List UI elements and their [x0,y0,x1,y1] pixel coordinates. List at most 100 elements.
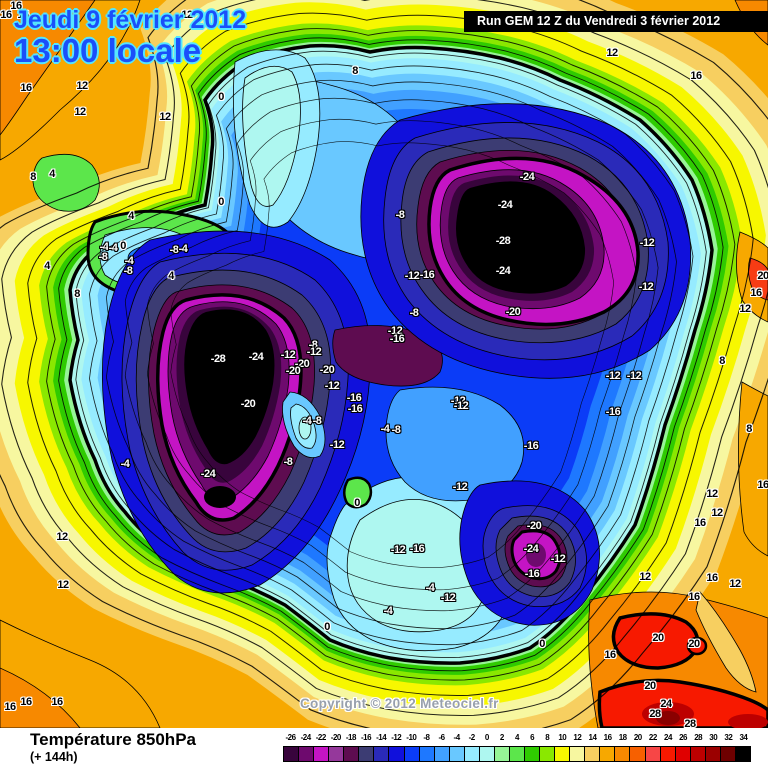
temp-label: 12 [57,579,69,591]
temp-label: -12 [404,270,420,282]
colorbar-cell--6..-4 [434,747,450,761]
colorbar-cell--20..-18 [329,747,345,761]
temp-label: 12 [159,111,171,123]
temp-label: 16 [0,9,12,21]
colorbar-tick: -24 [300,733,312,742]
temp-label: 12 [181,9,193,21]
siberia-cold-core [456,181,586,294]
temp-label: 0 [218,91,224,103]
temp-label: -16 [389,333,405,345]
colorbar-tick: -2 [468,733,476,742]
temp-label: 8 [719,355,725,367]
colorbar-tick: -18 [345,733,357,742]
temp-label: -24 [200,468,216,480]
temp-label: -4 [380,423,390,435]
temp-label: 16 [750,287,762,299]
temp-label: -4 [383,605,393,617]
temp-label: -12 [550,553,566,565]
temp-label: 16 [688,591,700,603]
colorbar-cell-0..2 [479,747,495,761]
temp-label: 0 [120,240,126,252]
colorbar-tick: 22 [648,733,657,742]
colorbar-cell--16..-14 [359,747,375,761]
colorbar-cell-30..32 [705,747,721,761]
colorbar-tick: 14 [588,733,597,742]
temp-label: -8 [395,209,405,221]
temp-label: -16 [419,269,435,281]
colorbar-cell-28..30 [690,747,706,761]
colorbar-tick: 34 [739,733,748,742]
temp-label: 16 [604,649,616,661]
colorbar-cell--24..-22 [299,747,315,761]
colorbar-tick: 0 [484,733,489,742]
temperature-map: -24 -24 -28 -24 -20 -8 -12 -16 -8 -12 -16 -28 -24 -20… [0,0,768,730]
temp-label: 16 [20,696,32,708]
temp-label: -12 [605,370,621,382]
colorbar-cell-14..16 [585,747,601,761]
colorbar-cell--14..-12 [374,747,390,761]
temp-label: -24 [519,171,535,183]
colorbar-cell-8..10 [540,747,556,761]
colorbar-tick: -20 [330,733,342,742]
temp-label: 12 [76,80,88,92]
temp-label: -24 [248,351,264,363]
temp-label: -12 [639,237,655,249]
colorbar-tick: 10 [558,733,567,742]
temp-label: -4 [99,241,109,253]
colorbar-cell--12..-10 [389,747,405,761]
temperature-labels: -24 -24 -28 -24 -20 -8 -12 -16 -8 -12 -16 -28 -24 -20… [0,0,768,730]
colorbar-tick: 2 [499,733,504,742]
temp-label: -4 [124,255,134,267]
temp-label: -12 [450,395,466,407]
colorbar-cell--8..-6 [419,747,435,761]
temp-label: -24 [497,199,513,211]
colorbar-tick: 6 [530,733,535,742]
temp-label: 12 [639,571,651,583]
temp-label: -28 [210,353,226,365]
colorbar-tick: 30 [709,733,718,742]
colorbar-cell--26..-24 [284,747,300,761]
temp-label: -8 [98,251,108,263]
temp-label: 8 [74,288,80,300]
map-title: Température 850hPa [30,730,196,749]
temperature-colorbar [283,746,751,762]
temp-label: -20 [319,364,335,376]
temperature-field-svg [0,0,768,728]
temp-label: -4 [302,415,312,427]
temp-label: -8 [391,424,401,436]
temp-label: 16 [757,479,768,491]
temp-label: 16 [17,9,29,21]
colorbar-tick: 16 [603,733,612,742]
temp-label: 20 [757,270,768,282]
temp-label: -28 [495,235,511,247]
temp-label: 24 [660,698,672,710]
colorbar-cell-10..12 [555,747,571,761]
siberia-cold-pool [360,103,692,379]
colorbar-tick: -6 [438,733,445,742]
temp-label: -12 [329,439,345,451]
temp-label: 12 [729,578,741,590]
colorbar-tick: 32 [724,733,733,742]
temp-label: 0 [354,497,360,509]
temp-label: 12 [706,488,718,500]
colorbar-tick: 18 [618,733,627,742]
temp-label: -12 [280,349,296,361]
temp-label: -12 [390,544,406,556]
corner-warm-patches [0,0,768,728]
temp-label: 12 [56,531,68,543]
colorbar-cell-20..22 [630,747,646,761]
temp-label: 8 [746,423,752,435]
colorbar-tick: -8 [423,733,430,742]
temp-label: -4 [108,242,118,254]
temp-label: -16 [524,568,540,580]
temp-label: 12 [739,303,751,315]
temp-label: 16 [694,517,706,529]
balkan-cold-spot [459,480,600,626]
forecast-date-line2: 13:00 locale [14,31,202,69]
temp-label: 8 [352,65,358,77]
map-footer: Température 850hPa (+ 144h) -26 -24 -22 -20… [0,728,768,768]
temp-label: 4 [168,270,174,282]
temp-label: -24 [495,265,511,277]
temp-label: 16 [10,0,22,12]
colorbar-ticks: -26 -24 -22 -20 -18 -16 -14 -12 -10 -8 -6 -4 -2 0 2 4 6 8… [283,733,751,744]
